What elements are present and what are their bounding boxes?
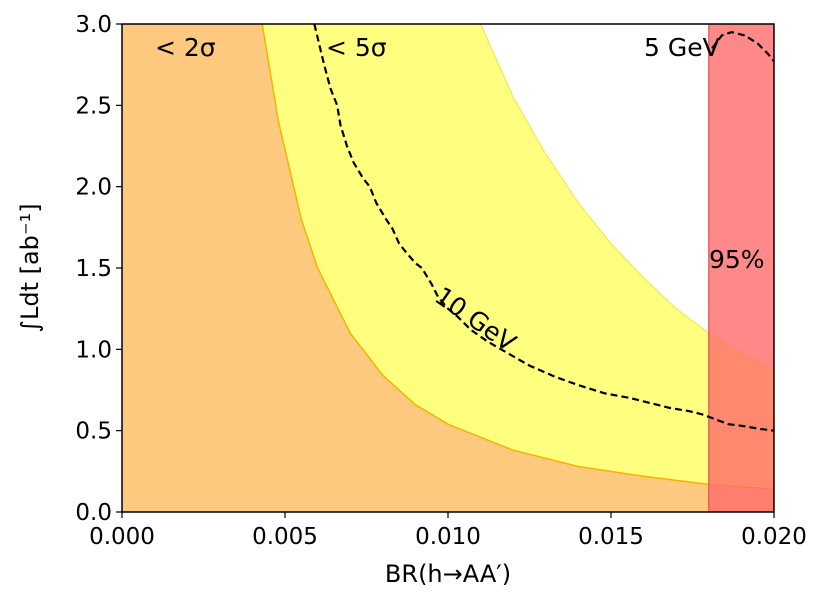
- region-2sigma-edge: [261, 24, 774, 490]
- axis-ticks: 0.000 0.005 0.010 0.015 0.020 0.0 0.5 1.0 1.5 2.0…: [75, 12, 807, 550]
- y-tick-label: 2.0: [75, 175, 112, 201]
- y-tick-label: 1.0: [75, 337, 112, 363]
- y-tick-label: 1.5: [75, 256, 112, 282]
- region-2sigma: [122, 24, 774, 512]
- x-axis-label: BR(h→AA′): [385, 560, 511, 588]
- contour-label-5gev: 5 GeV: [644, 33, 720, 62]
- x-tick-label: 0.005: [252, 524, 318, 550]
- x-tick-label: 0.015: [578, 524, 644, 550]
- contour-line-5gev: [711, 30, 774, 63]
- y-axis-label: ∫Ldt [ab⁻¹]: [16, 203, 44, 332]
- plot-area: [122, 24, 774, 512]
- region-label-5sigma: < 5σ: [326, 33, 387, 62]
- y-tick-label: 2.5: [75, 93, 112, 119]
- y-tick-label: 0.5: [75, 419, 112, 445]
- contour-line-10gev: [313, 24, 774, 432]
- y-tick-label: 0.0: [75, 500, 112, 526]
- region-label-2sigma: < 2σ: [155, 33, 216, 62]
- exclusion-label: 95%: [709, 245, 765, 274]
- x-tick-label: 0.010: [415, 524, 481, 550]
- exclusion-band-95: [708, 24, 774, 512]
- x-tick-label: 0.020: [741, 524, 807, 550]
- plot-frame: [121, 23, 775, 513]
- y-tick-label: 3.0: [75, 12, 112, 38]
- x-tick-label: 0.000: [89, 524, 155, 550]
